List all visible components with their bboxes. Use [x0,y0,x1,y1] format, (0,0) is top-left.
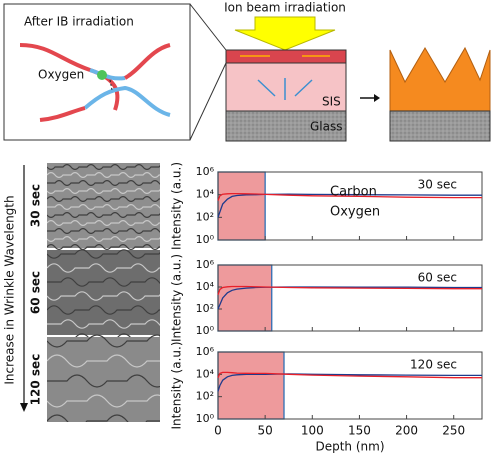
wrinkle [47,394,160,408]
oxygen-atom [97,70,107,80]
x-tick-label: 250 [442,424,465,438]
glass [389,110,491,142]
x-tick-label: 50 [258,424,273,438]
x-tick-label: 150 [348,424,371,438]
arrow-head [374,94,380,102]
image-label: 60 sec [29,271,43,314]
y-axis-label: Intensity (a.u.) [170,254,184,342]
series-line [217,286,482,310]
inset-label: Oxygen [38,68,84,82]
wrinkle [47,249,160,259]
x-tick-label: 0 [214,424,222,438]
highlight-region [217,264,273,332]
y-tick-label: 10² [196,210,214,223]
sem-image [47,163,160,248]
x-axis-label: Depth (nm) [315,440,384,454]
image-label: 120 sec [29,354,43,406]
zoom-line [189,62,227,141]
y-axis-label: Intensity (a.u.) [170,162,184,250]
wrinkle [47,204,160,210]
wrinkle [47,220,160,226]
inset: After IB irradiation Oxygen [3,3,227,141]
chain [89,68,126,81]
plot-frame [217,264,483,332]
beam-arrow [234,16,336,51]
legend-entry: Carbon [330,185,377,200]
wrinkle [47,277,160,287]
y-tick-label: 10⁰ [196,324,215,337]
sample: Ion beam irradiation SIS Glass [224,1,491,142]
wrinkle [47,180,160,186]
sem-image [47,250,160,335]
sis-layer [225,62,347,112]
y-tick-label: 10⁰ [196,412,215,425]
y-tick-label: 10⁰ [196,233,215,246]
image-label: 30 sec [29,184,43,227]
wrinkle [47,188,160,194]
legend-entry: Oxygen [330,205,380,220]
y-tick-label: 10⁴ [196,280,215,293]
chain [83,85,171,117]
series-line [217,192,482,201]
highlight-region [217,171,266,241]
diffusion-arrows [257,78,313,100]
layer-label: Glass [310,120,343,134]
wrinkled-layer [389,46,491,112]
bond [109,79,113,91]
glass [225,110,347,142]
image-axis-label: Increase in Wrinkle Wavelength [3,195,17,384]
y-tick-label: 10⁴ [196,188,215,201]
wrinkle [47,414,160,422]
wrinkle [47,228,160,234]
x-tick-label: 200 [395,424,418,438]
zoom-line [189,3,227,51]
wrinkle [47,319,160,329]
series-line [217,371,482,379]
y-tick-label: 10² [196,390,214,403]
y-axis-label: Intensity (a.u.) [170,342,184,430]
y-tick-label: 10⁴ [196,367,215,380]
sem-image [47,337,160,422]
series-line [217,193,482,218]
wrinkle [47,374,160,388]
wrinkle [47,291,160,301]
annotation: 60 sec [418,271,457,285]
y-tick-label: 10⁶ [196,258,215,271]
beam-label: Ion beam irradiation [224,1,346,15]
wrinkle [47,164,160,170]
y-tick-label: 10⁶ [196,345,215,358]
y-tick-label: 10⁶ [196,165,215,178]
arrow-head [20,403,28,412]
wrinkle [47,236,160,242]
wrinkle [47,212,160,218]
wrinkle [47,244,160,250]
wrinkle [47,354,160,368]
layer-label: SIS [322,95,341,109]
inset-title: After IB irradiation [24,15,134,29]
wrinkle [47,172,160,178]
wrinkle [47,196,160,202]
y-tick-label: 10² [196,302,214,315]
chain [123,43,171,80]
x-tick-label: 100 [301,424,324,438]
sem-images: Increase in Wrinkle Wavelength 30 sec 60 … [3,163,160,422]
plot-frame [217,351,483,420]
wrinkle [47,305,160,315]
series-line [217,373,482,392]
chain [39,106,86,122]
wrinkle [47,334,160,348]
series-line [217,285,482,295]
highlight-region [217,351,285,420]
wrinkle [47,263,160,273]
chain [19,43,120,111]
annotation: 30 sec [418,178,457,192]
annotation: 120 sec [410,358,457,372]
plot-frame [217,171,483,241]
